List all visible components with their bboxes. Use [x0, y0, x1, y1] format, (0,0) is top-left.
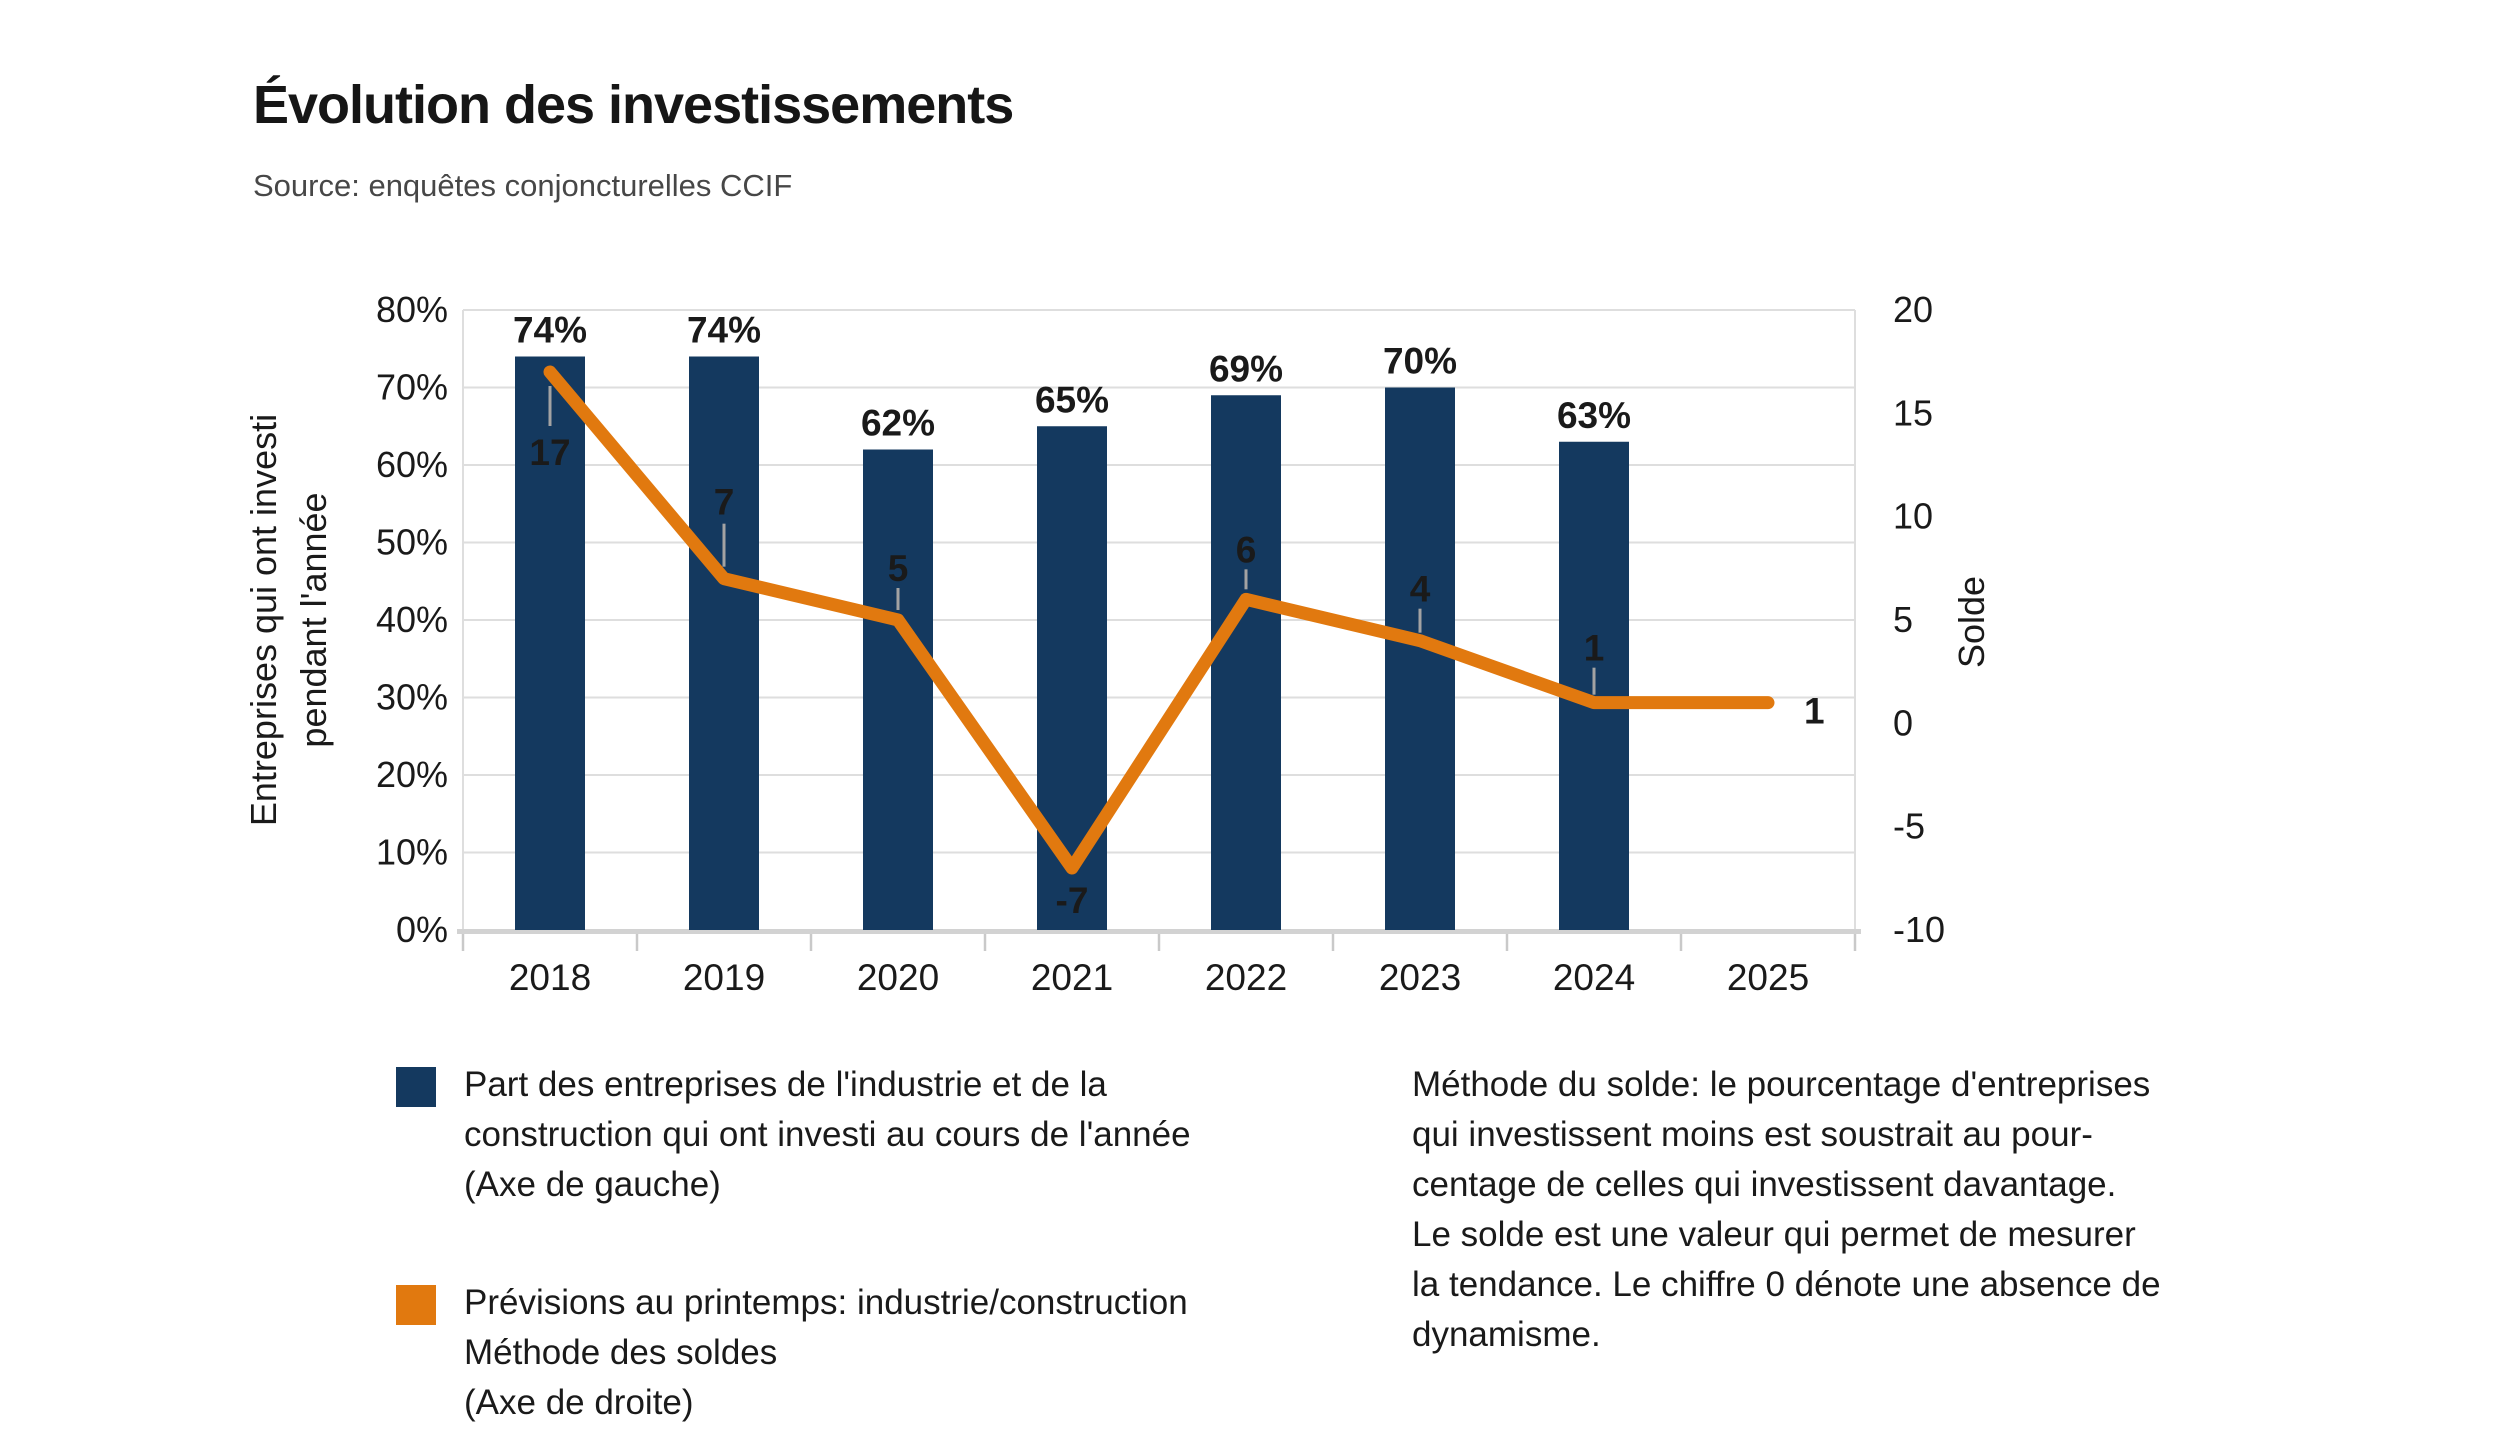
right-axis-title-text: Solde: [1951, 575, 1992, 669]
note-line: qui investissent moins est soustrait au …: [1412, 1115, 2093, 1154]
x-axis-label-2025: 2025: [1727, 957, 1809, 998]
left-axis-tick-label: 30%: [376, 677, 448, 718]
bar-value-label-2018: 74%: [513, 310, 587, 351]
note-line: la tendance. Le chiffre 0 dénote une abs…: [1412, 1265, 2161, 1304]
note-line: Le solde est une valeur qui permet de me…: [1412, 1215, 2136, 1254]
method-note: Méthode du solde: le pourcentage d'entre…: [1412, 1060, 2161, 1360]
left-axis-tick-label: 10%: [376, 832, 448, 873]
bar-value-label-2019: 74%: [687, 310, 761, 351]
left-axis-title: Entreprises qui ont investi pendant l'an…: [234, 270, 344, 970]
page-title: Évolution des investissements: [253, 75, 1014, 135]
note-line: Méthode du solde: le pourcentage d'entre…: [1412, 1065, 2151, 1104]
left-axis-title-line1: Entreprises qui ont investi: [243, 413, 284, 827]
bar-series-swatch: [396, 1067, 436, 1107]
right-axis-tick-label: 0: [1893, 702, 1913, 743]
x-axis-label-2019: 2019: [683, 957, 765, 998]
legend-line: (Axe de droite): [464, 1383, 694, 1422]
left-axis-tick-label: 0%: [396, 909, 448, 950]
right-axis-tick-label: -5: [1893, 806, 1925, 847]
legend-line: (Axe de gauche): [464, 1165, 721, 1204]
right-axis-tick-label: 10: [1893, 496, 1933, 537]
line-value-label-2019: 7: [714, 482, 735, 523]
line-value-label-2022: 6: [1236, 529, 1257, 570]
bar-2018: [515, 356, 585, 930]
x-axis-label-2021: 2021: [1031, 957, 1113, 998]
right-axis-tick-label: 15: [1893, 392, 1933, 433]
line-value-label-2025: 1: [1804, 691, 1825, 732]
note-line: dynamisme.: [1412, 1315, 1601, 1354]
right-axis-title: Solde: [1942, 472, 2002, 772]
left-axis-tick-label: 40%: [376, 599, 448, 640]
x-axis-label-2022: 2022: [1205, 957, 1287, 998]
bar-value-label-2023: 70%: [1383, 341, 1457, 382]
x-axis-label-2018: 2018: [509, 957, 591, 998]
bar-value-label-2020: 62%: [861, 403, 935, 444]
left-axis-tick-label: 80%: [376, 289, 448, 330]
bar-value-label-2021: 65%: [1035, 379, 1109, 420]
legend-line: Prévisions au printemps: industrie/const…: [464, 1283, 1188, 1322]
line-value-label-2018: 17: [529, 432, 570, 473]
line-value-label-2021: -7: [1056, 880, 1089, 921]
left-axis-tick-label: 50%: [376, 522, 448, 563]
line-value-label-2020: 5: [888, 548, 909, 589]
bar-value-label-2022: 69%: [1209, 348, 1283, 389]
legend-line: Part des entreprises de l'industrie et d…: [464, 1065, 1107, 1104]
line-series-swatch: [396, 1285, 436, 1325]
line-value-label-2023: 4: [1410, 569, 1431, 610]
legend-line: Méthode des soldes: [464, 1333, 778, 1372]
x-axis-label-2023: 2023: [1379, 957, 1461, 998]
left-axis-tick-label: 70%: [376, 367, 448, 408]
source-caption: Source: enquêtes conjoncturelles CCIF: [253, 168, 793, 203]
left-axis-tick-label: 60%: [376, 444, 448, 485]
legend-item-bars-text: Part des entreprises de l'industrie et d…: [464, 1060, 1191, 1210]
legend-item-line-text: Prévisions au printemps: industrie/const…: [464, 1278, 1188, 1428]
legend-line: construction qui ont investi au cours de…: [464, 1115, 1191, 1154]
bar-2020: [863, 449, 933, 930]
bar-2023: [1385, 387, 1455, 930]
note-line: centage de celles qui investissent davan…: [1412, 1165, 2117, 1204]
bar-2022: [1211, 395, 1281, 930]
bar-2019: [689, 356, 759, 930]
bar-2021: [1037, 426, 1107, 930]
legend-item-bars: Part des entreprises de l'industrie et d…: [396, 1060, 1191, 1210]
right-axis-tick-label: 5: [1893, 599, 1913, 640]
forecast-line: [543, 365, 1775, 875]
right-axis-tick-label: -10: [1893, 909, 1945, 950]
bar-value-label-2024: 63%: [1557, 395, 1631, 436]
line-value-label-2024: 1: [1584, 628, 1605, 669]
x-axis-label-2024: 2024: [1553, 957, 1635, 998]
legend-item-line: Prévisions au printemps: industrie/const…: [396, 1278, 1188, 1428]
left-axis-tick-label: 20%: [376, 754, 448, 795]
left-axis-title-line2: pendant l'année: [293, 492, 334, 748]
x-axis-label-2020: 2020: [857, 957, 939, 998]
right-axis-tick-label: 20: [1893, 289, 1933, 330]
